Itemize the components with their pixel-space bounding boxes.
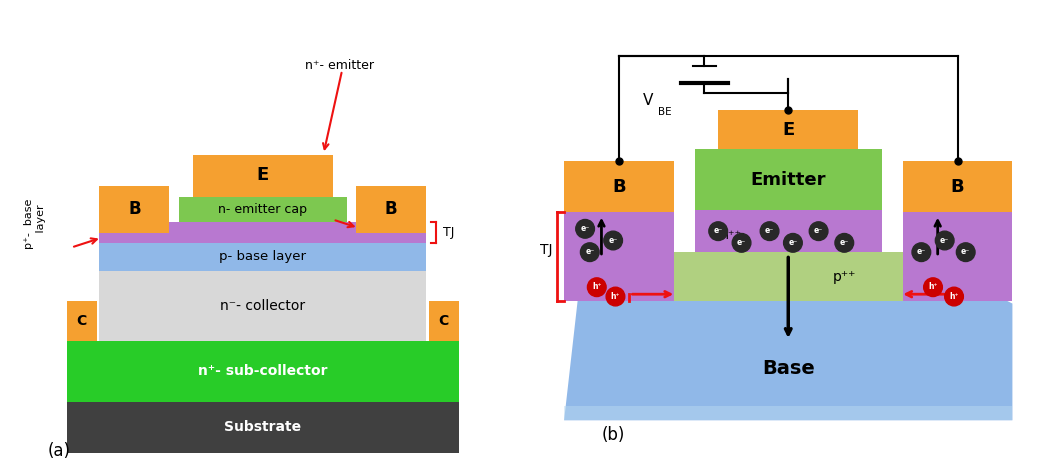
Polygon shape xyxy=(564,406,1012,420)
Text: C: C xyxy=(77,314,87,328)
Text: BE: BE xyxy=(658,107,672,117)
Text: h⁺: h⁺ xyxy=(928,282,937,291)
Bar xyxy=(356,186,427,233)
Text: B: B xyxy=(385,200,397,218)
Bar xyxy=(903,212,1012,301)
Polygon shape xyxy=(564,297,1012,420)
Text: e⁻: e⁻ xyxy=(916,247,926,256)
Bar xyxy=(695,210,882,252)
Bar xyxy=(99,224,427,243)
Circle shape xyxy=(935,231,954,250)
Text: B: B xyxy=(951,178,965,196)
Circle shape xyxy=(784,234,802,252)
Text: e⁻: e⁻ xyxy=(840,238,849,247)
Text: h⁺: h⁺ xyxy=(611,291,620,301)
Bar xyxy=(66,301,97,341)
Circle shape xyxy=(834,234,853,252)
Text: TJ: TJ xyxy=(540,243,553,257)
Text: (a): (a) xyxy=(48,442,70,460)
Circle shape xyxy=(588,278,606,297)
Circle shape xyxy=(924,278,943,297)
Text: e⁻: e⁻ xyxy=(585,247,595,256)
Text: n- emitter cap: n- emitter cap xyxy=(219,203,307,216)
Circle shape xyxy=(576,219,595,238)
Circle shape xyxy=(580,243,599,262)
Text: Substrate: Substrate xyxy=(224,420,302,434)
Text: E: E xyxy=(782,120,795,139)
Bar xyxy=(66,402,459,453)
Circle shape xyxy=(733,234,750,252)
Text: B: B xyxy=(128,200,141,218)
Circle shape xyxy=(809,222,828,241)
Text: e⁻: e⁻ xyxy=(737,238,746,247)
Bar xyxy=(99,271,427,341)
Bar xyxy=(66,341,459,402)
Text: n⁺- sub-collector: n⁺- sub-collector xyxy=(198,364,328,378)
Bar xyxy=(99,222,427,233)
Bar xyxy=(564,212,674,301)
Bar xyxy=(564,161,674,212)
Text: p⁺-  base
   layer: p⁺- base layer xyxy=(24,199,45,249)
Bar xyxy=(564,252,1012,301)
Text: p- base layer: p- base layer xyxy=(220,250,306,263)
Circle shape xyxy=(606,287,624,306)
Circle shape xyxy=(912,243,931,262)
Text: e⁻: e⁻ xyxy=(788,238,798,247)
Bar xyxy=(99,186,169,233)
Bar xyxy=(192,155,333,197)
Text: h⁺: h⁺ xyxy=(949,291,959,301)
Text: TJ: TJ xyxy=(442,226,454,239)
Bar xyxy=(99,224,427,243)
Text: e⁻: e⁻ xyxy=(940,235,949,245)
Text: e⁻: e⁻ xyxy=(961,247,970,256)
Text: h⁺: h⁺ xyxy=(592,282,601,291)
Text: e⁻: e⁻ xyxy=(580,224,590,233)
Circle shape xyxy=(603,231,622,250)
Circle shape xyxy=(956,243,975,262)
Bar xyxy=(179,197,347,222)
Bar xyxy=(903,161,1012,212)
Text: e⁻: e⁻ xyxy=(813,226,823,235)
Text: E: E xyxy=(256,166,269,184)
Text: n⁻- collector: n⁻- collector xyxy=(221,299,305,313)
Text: Base: Base xyxy=(762,360,815,378)
Bar xyxy=(718,110,859,149)
Bar xyxy=(99,233,427,243)
Text: n⁺⁺: n⁺⁺ xyxy=(721,229,742,242)
Text: e⁻: e⁻ xyxy=(609,235,618,245)
Text: e⁻: e⁻ xyxy=(765,226,775,235)
Text: B: B xyxy=(612,178,625,196)
Circle shape xyxy=(945,287,964,306)
Bar xyxy=(99,243,427,271)
Bar xyxy=(695,149,882,210)
Text: p⁺⁺: p⁺⁺ xyxy=(832,270,856,284)
Text: e⁻: e⁻ xyxy=(714,226,723,235)
Circle shape xyxy=(708,222,727,241)
Text: Emitter: Emitter xyxy=(750,171,826,189)
Circle shape xyxy=(760,222,779,241)
Text: C: C xyxy=(438,314,449,328)
Bar xyxy=(429,301,459,341)
Text: n⁺- emitter: n⁺- emitter xyxy=(305,59,374,72)
Text: (b): (b) xyxy=(601,425,625,444)
Text: V: V xyxy=(643,93,654,108)
